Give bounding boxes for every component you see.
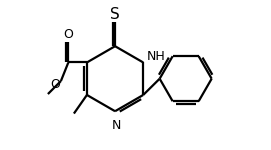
Text: N: N <box>112 119 122 132</box>
Text: O: O <box>50 78 60 91</box>
Text: O: O <box>63 28 73 41</box>
Text: NH: NH <box>147 50 166 63</box>
Text: S: S <box>110 7 120 22</box>
